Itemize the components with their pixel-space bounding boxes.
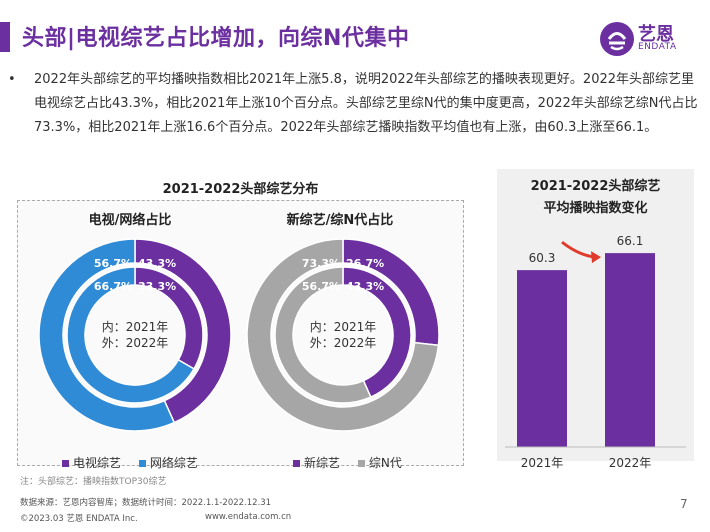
donut-2-title: 新综艺/综N代占比 [286, 213, 394, 228]
website-link[interactable]: www.endata.com.cn [205, 512, 292, 522]
donut-1-inner-slice-1 [66, 266, 195, 404]
distribution-panel [17, 200, 464, 466]
data-source: 数据来源：艺恩内容智库；数据统计时间：2022.1.1-2022.12.31 [20, 498, 272, 508]
logo-chinese-name: 艺恩 [638, 24, 674, 45]
legend-label-network: 网络综艺 [149, 456, 198, 470]
summary-bullet: • [8, 72, 16, 87]
legend-label-tv: 电视综艺 [73, 456, 122, 470]
increase-arrow-icon [561, 240, 596, 259]
bar-value-label-0: 60.3 [529, 251, 556, 265]
logo-english-name: ENDATA [638, 42, 677, 52]
endata-logo-icon [600, 22, 634, 56]
bar-category-label-0: 2021年 [521, 456, 564, 470]
summary-text: 2022年头部综艺的平均播映指数相比2021年上涨5.8，说明2022年头部综艺… [34, 72, 698, 135]
donut-2-outer-label-0: 26.7% [346, 257, 384, 270]
summary-paragraph: • 2022年头部综艺的平均播映指数相比2021年上涨5.8，说明2022年头部… [8, 68, 698, 140]
donut-1-inner-label-0: 33.3% [138, 280, 176, 293]
donut-2-legend: 新综艺 综N代 [293, 454, 416, 471]
legend-swatch-tv [62, 460, 69, 467]
donut-1-inner-label-1: 66.7% [94, 280, 132, 293]
bar-chart-play-index: 60.3 2021年 66.1 2022年 [505, 234, 686, 470]
donut-2-center-text-0: 内：2021年 [310, 320, 377, 334]
donut-2-outer-slice-1 [246, 238, 440, 432]
donut-1-center-text-1: 外：2022年 [102, 336, 169, 350]
legend-item-tv: 电视综艺 [62, 456, 121, 470]
donut-2-inner-slice-1 [274, 266, 372, 404]
donut-1-legend: 电视综艺 网络综艺 [62, 454, 212, 471]
legend-label-new: 新综艺 [304, 456, 341, 470]
legend-swatch-sequel [357, 460, 365, 467]
donut-2-outer-label-1: 73.3% [302, 257, 340, 270]
donut-1-title: 电视/网络占比 [88, 213, 172, 228]
page-title: 头部|电视综艺占比增加，向综N代集中 [22, 26, 410, 51]
donut-2-center-text-1: 外：2022年 [310, 336, 377, 350]
legend-item-sequel: 综N代 [357, 456, 402, 470]
donut-2-inner-label-0: 43.3% [346, 280, 384, 293]
title-accent-bar [0, 22, 10, 52]
page-number: 7 [680, 497, 688, 511]
donut-2-inner-label-1: 56.7% [302, 280, 340, 293]
bar-chart-title-line-1: 2021-2022头部综艺 [530, 179, 661, 194]
donut-1-outer-slice-1 [38, 238, 176, 432]
bar-chart-title-line-2: 平均播映指数变化 [543, 201, 648, 216]
increase-arrow-head-icon [591, 251, 601, 264]
donut-1-outer-label-0: 43.3% [138, 257, 176, 270]
bar-category-label-1: 2022年 [609, 456, 652, 470]
donut-1-center-text-0: 内：2021年 [102, 320, 169, 334]
footnote: 注：头部综艺：播映指数TOP30综艺 [20, 477, 167, 487]
legend-swatch-network [138, 460, 146, 467]
distribution-section-title: 2021-2022头部综艺分布 [162, 182, 319, 197]
bar-1 [605, 253, 655, 447]
donut-1-outer-label-1: 56.7% [94, 257, 132, 270]
legend-label-sequel: 综N代 [368, 456, 402, 470]
copyright: ©2023.03 艺恩 ENDATA Inc. [20, 514, 138, 524]
legend-item-network: 网络综艺 [138, 456, 198, 470]
bar-value-label-1: 66.1 [617, 234, 644, 248]
legend-swatch-new [293, 460, 300, 467]
endata-logo: 艺恩 ENDATA [598, 18, 694, 60]
bar-0 [517, 270, 567, 447]
legend-item-new: 新综艺 [293, 456, 340, 470]
